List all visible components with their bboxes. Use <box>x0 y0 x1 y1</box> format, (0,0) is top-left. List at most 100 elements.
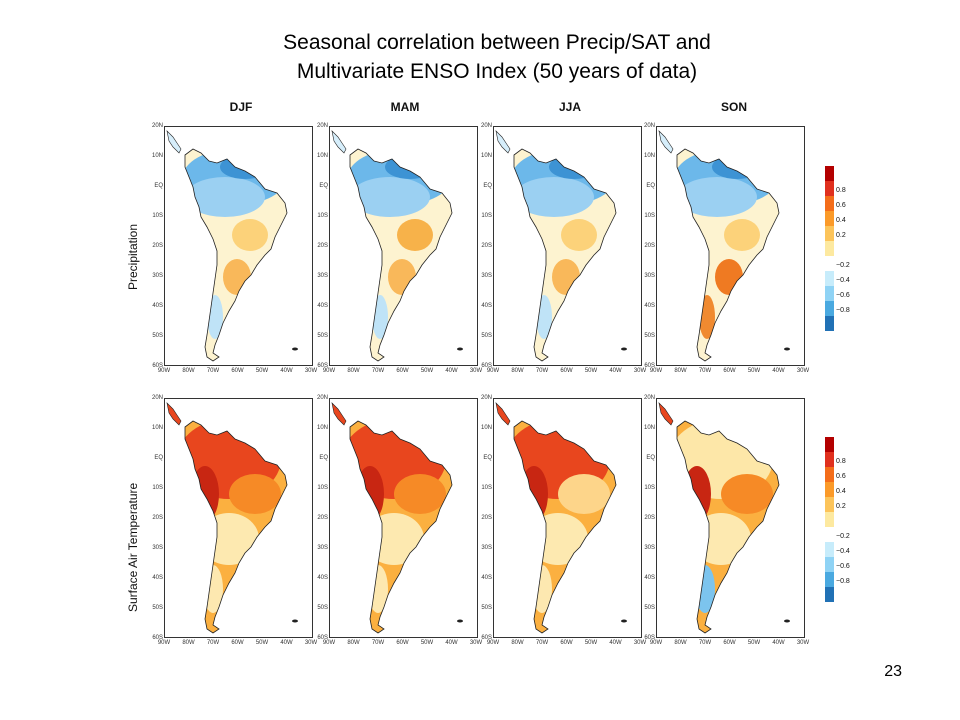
coastline <box>513 148 617 362</box>
lon-tick-label: 90W <box>157 640 171 646</box>
lon-tick-label: 50W <box>747 640 761 646</box>
colorbar-swatch <box>825 542 834 557</box>
anomaly-blob <box>712 155 762 179</box>
lat-tick-label: 20S <box>152 243 163 249</box>
lon-tick-label: 60W <box>396 368 409 374</box>
anomaly-blob <box>520 466 548 522</box>
anomaly-blob <box>356 466 384 522</box>
lat-tick-label: 60S <box>481 363 492 369</box>
lat-tick-label: 30S <box>644 273 655 279</box>
colorbar-tick-label: −0.6 <box>836 563 850 570</box>
lon-tick-label: 70W <box>535 640 549 646</box>
title-line-2: Multivariate ENSO Index (50 years of dat… <box>296 60 698 83</box>
season-label-djf: DJF <box>229 100 253 114</box>
lon-tick-label: 60W <box>560 368 573 374</box>
lon-tick-label: 30W <box>633 368 647 374</box>
colorbar-sat <box>825 437 834 602</box>
map-svg <box>495 130 627 362</box>
colorbar-tick-label: −0.8 <box>836 578 850 585</box>
map-svg <box>331 130 463 362</box>
lat-tick-label: 40S <box>644 303 655 309</box>
central-america <box>331 402 347 426</box>
lon-tick-label: 40W <box>772 640 785 646</box>
lat-tick-label: 20S <box>152 515 163 521</box>
colorbar-swatch <box>825 482 834 497</box>
colorbar-tick-label: 0.6 <box>836 202 846 209</box>
lat-tick-label: 50S <box>644 605 655 611</box>
map-panel-son-precip <box>656 126 805 366</box>
colorbar-tick-label: 0.4 <box>836 217 846 224</box>
title-line-1: Seasonal correlation between Precip/SAT … <box>283 31 711 54</box>
page-number: 23 <box>884 663 902 680</box>
anomaly-blob <box>532 565 552 613</box>
anomaly-blob <box>232 219 268 251</box>
lat-tick-label: 50S <box>644 333 655 339</box>
map-svg <box>495 402 627 634</box>
map-panel-son-sat <box>656 398 805 638</box>
colorbar-swatch <box>825 527 834 542</box>
colorbar-swatch <box>825 587 834 602</box>
anomaly-blob <box>691 513 751 565</box>
anomaly-blob <box>364 513 424 565</box>
lon-tick-label: 90W <box>486 368 500 374</box>
lon-tick-label: 90W <box>486 640 500 646</box>
lon-tick-label: 80W <box>347 368 360 374</box>
lat-tick-label: 60S <box>152 635 163 641</box>
lon-tick-label: 70W <box>698 368 712 374</box>
island-marker <box>292 619 298 623</box>
lat-tick-label: 20N <box>643 123 655 129</box>
coastline <box>184 420 288 634</box>
lon-tick-label: 70W <box>371 368 385 374</box>
lon-tick-label: 90W <box>322 368 336 374</box>
lon-tick-label: 60W <box>231 368 244 374</box>
lat-tick-label: 10N <box>151 425 163 431</box>
lon-tick-label: 90W <box>322 640 336 646</box>
lat-tick-label: 10N <box>643 425 655 431</box>
island-marker <box>621 347 627 351</box>
lat-tick-label: 10N <box>643 153 655 159</box>
lat-tick-label: 60S <box>644 635 655 641</box>
colorbar-swatch <box>825 181 834 196</box>
lon-tick-label: 40W <box>445 640 458 646</box>
lat-tick-label: 10S <box>481 213 492 219</box>
colorbar-swatch <box>825 467 834 482</box>
colorbar-swatch <box>825 211 834 226</box>
lat-tick-label: 40S <box>317 303 328 309</box>
lat-tick-label: 50S <box>317 605 328 611</box>
island-marker <box>457 347 463 351</box>
lat-tick-label: EQ <box>154 183 163 189</box>
lat-tick-label: 10S <box>317 485 328 491</box>
colorbar-swatch <box>825 166 834 181</box>
lat-tick-label: 30S <box>644 545 655 551</box>
lon-tick-label: 60W <box>560 640 573 646</box>
lon-tick-label: 30W <box>469 368 483 374</box>
central-america <box>166 130 182 154</box>
coastline <box>676 148 780 362</box>
lon-tick-label: 90W <box>649 368 663 374</box>
anomaly-blob <box>561 219 597 251</box>
lat-tick-label: 40S <box>152 303 163 309</box>
lat-tick-label: 50S <box>317 333 328 339</box>
coastline <box>184 148 288 362</box>
lat-tick-label: 20S <box>481 243 492 249</box>
map-panel-djf-sat <box>164 398 313 638</box>
coastline <box>513 420 617 634</box>
lon-tick-label: 60W <box>231 640 244 646</box>
island-marker <box>784 619 790 623</box>
lon-tick-label: 50W <box>255 368 269 374</box>
lon-tick-label: 40W <box>609 640 622 646</box>
colorbar-swatch <box>825 256 834 271</box>
lat-tick-label: 10S <box>152 213 163 219</box>
lat-tick-label: 20N <box>480 123 492 129</box>
lat-tick-label: 60S <box>152 363 163 369</box>
anomaly-blob <box>388 259 416 295</box>
colorbar-tick-label: 0.2 <box>836 503 846 510</box>
lon-tick-label: 70W <box>371 640 385 646</box>
lon-tick-label: 70W <box>698 640 712 646</box>
lat-tick-label: 30S <box>481 545 492 551</box>
lat-tick-label: EQ <box>319 183 328 189</box>
lon-tick-label: 40W <box>280 640 293 646</box>
colorbar-swatch <box>825 512 834 527</box>
lon-tick-label: 40W <box>280 368 293 374</box>
lat-tick-label: 20S <box>317 515 328 521</box>
